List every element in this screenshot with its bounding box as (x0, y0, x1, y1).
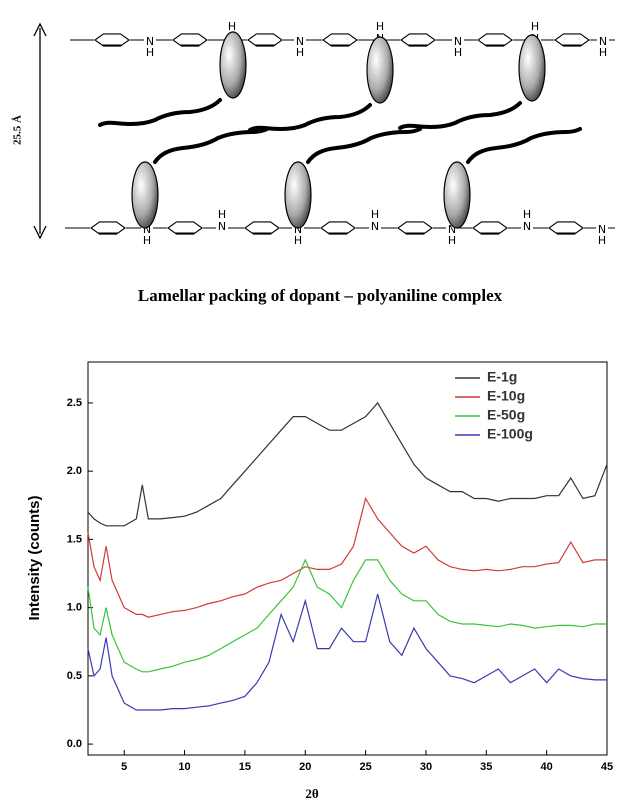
dopant-head (220, 32, 246, 98)
nitrogen: N (218, 220, 226, 233)
hydrogen: H (146, 46, 154, 59)
figure: 25.5 Å Lamellar packing of dopant – poly… (0, 0, 621, 806)
x-tick-label: 10 (178, 761, 190, 773)
page: 25.5 Å Lamellar packing of dopant – poly… (0, 0, 621, 806)
x-tick-label: 30 (420, 761, 432, 773)
y-tick-label: 0.5 (67, 670, 82, 682)
x-axis-label: 2θ (305, 786, 319, 801)
plot-frame (88, 362, 607, 755)
hydrogen: H (531, 20, 539, 33)
dopant-head (444, 162, 470, 228)
hydrogen: H (371, 208, 379, 221)
series-line (88, 594, 607, 710)
x-tick-label: 20 (299, 761, 311, 773)
hydrogen: H (454, 46, 462, 59)
series-line (88, 403, 607, 526)
hydrogen: H (448, 234, 456, 247)
series-line (88, 560, 607, 672)
dopant-head (367, 37, 393, 103)
x-tick-label: 45 (601, 761, 613, 773)
y-tick-label: 2.5 (67, 397, 82, 409)
hydrogen: H (296, 46, 304, 59)
y-tick-label: 2.0 (67, 465, 82, 477)
hydrogen: H (598, 234, 606, 247)
dopant-head (285, 162, 311, 228)
nitrogen: N (371, 220, 379, 233)
caption: Lamellar packing of dopant – polyaniline… (138, 286, 503, 305)
dopant-head (132, 162, 158, 228)
hydrogen: H (228, 20, 236, 33)
y-tick-label: 1.5 (67, 533, 82, 545)
y-tick-label: 1.0 (67, 602, 82, 614)
y-tick-label: 0.0 (67, 738, 82, 750)
x-tick-label: 15 (239, 761, 251, 773)
x-tick-label: 5 (121, 761, 127, 773)
dopant-tail (400, 103, 520, 128)
legend-label: E-100g (487, 426, 533, 442)
dopant-head (519, 35, 545, 101)
hydrogen: H (294, 234, 302, 247)
series-line (88, 499, 607, 618)
y-axis-label: Intensity (counts) (26, 495, 43, 620)
dopant-tail (468, 129, 580, 162)
hydrogen: H (523, 208, 531, 221)
legend-label: E-1g (487, 369, 517, 385)
x-tick-label: 35 (480, 761, 492, 773)
dopant-tail (308, 129, 420, 162)
nitrogen: N (523, 220, 531, 233)
dopant-tail (250, 105, 370, 130)
dopant-tail (155, 129, 267, 162)
hydrogen: H (218, 208, 226, 221)
legend-label: E-10g (487, 388, 525, 404)
legend-label: E-50g (487, 407, 525, 423)
x-tick-label: 40 (541, 761, 553, 773)
hydrogen: H (376, 20, 384, 33)
x-tick-label: 25 (359, 761, 371, 773)
hydrogen: H (599, 46, 607, 59)
hydrogen: H (143, 234, 151, 247)
dimension-label: 25.5 Å (12, 115, 24, 145)
dopant-tail (100, 100, 220, 125)
